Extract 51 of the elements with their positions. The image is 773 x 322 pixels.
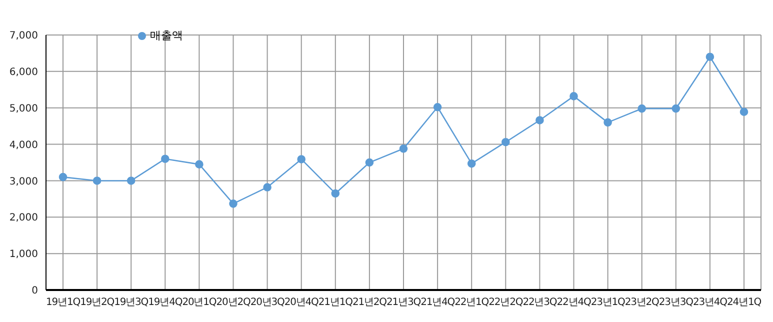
x-tick-label: 19년2Q	[80, 297, 115, 308]
x-tick-label: 21년1Q	[318, 297, 354, 308]
point	[604, 118, 612, 127]
point	[195, 160, 204, 168]
x-tick-label: 19년1Q	[46, 297, 81, 308]
point	[536, 116, 544, 124]
x-tick-label: 21년4Q	[420, 297, 456, 308]
point	[365, 158, 374, 167]
x-tick-label: 21년3Q	[386, 297, 422, 308]
x-tick-label: 20년1Q	[182, 297, 217, 308]
x-tick-label: 20년4Q	[284, 297, 320, 308]
x-tick-label: 22년2Q	[488, 297, 524, 308]
x-tick-label: 24년1Q	[727, 297, 762, 308]
y-tick-label: 4,000	[9, 140, 38, 151]
point	[433, 102, 442, 112]
point	[570, 92, 578, 100]
point	[706, 52, 714, 62]
point	[92, 176, 102, 185]
y-tick-label: 1,000	[9, 249, 38, 260]
x-tick-label: 19년4Q	[148, 297, 183, 308]
x-tick-label: 20년3Q	[250, 297, 286, 308]
x-tick-label: 23년3Q	[658, 297, 694, 308]
point	[229, 200, 238, 208]
point	[331, 189, 340, 198]
x-tick-label: 23년2Q	[624, 297, 660, 308]
point	[672, 104, 680, 113]
y-tick-label: 3,000	[9, 176, 38, 188]
point	[126, 176, 136, 185]
point	[502, 138, 510, 146]
point	[467, 159, 476, 168]
y-tick-label: 7,000	[9, 30, 38, 42]
legend-label: 매출액	[150, 29, 183, 42]
x-tick-label: 22년4Q	[556, 297, 592, 308]
x-tick-label: 20년2Q	[216, 297, 251, 308]
x-tick-label: 23년4Q	[692, 297, 728, 308]
x-tick-label: 22년1Q	[454, 297, 490, 308]
x-tick-label: 23년1Q	[590, 297, 626, 308]
point	[58, 172, 68, 182]
y-tick-label: 0	[32, 286, 38, 297]
x-tick-label: 19년3Q	[114, 297, 149, 308]
y-tick-label: 2,000	[9, 212, 38, 224]
x-tick-label: 22년3Q	[522, 297, 558, 308]
point	[297, 155, 306, 164]
point	[161, 154, 170, 164]
y-tick-label: 5,000	[9, 103, 38, 114]
point	[263, 183, 272, 192]
x-tick-label: 21년2Q	[352, 297, 388, 308]
y-tick-label: 6,000	[9, 66, 38, 78]
point	[638, 104, 646, 113]
point	[399, 144, 408, 153]
point	[740, 108, 748, 116]
